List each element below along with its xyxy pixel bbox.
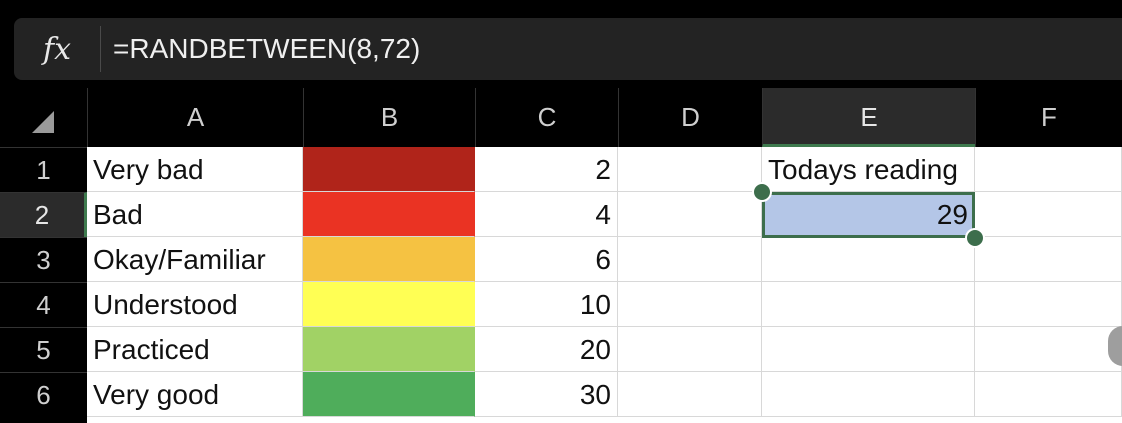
column-header-a[interactable]: A [87,88,303,147]
cell-e4[interactable] [762,282,975,327]
cell-d2[interactable] [618,192,762,237]
cell-d6[interactable] [618,372,762,417]
row-header-5[interactable]: 5 [0,327,87,372]
function-icon[interactable]: fx [14,18,100,80]
vertical-scrollbar-thumb[interactable] [1108,326,1122,366]
cell-a3[interactable]: Okay/Familiar [87,237,303,282]
cell-b3[interactable] [303,237,475,282]
cell-a6[interactable]: Very good [87,372,303,417]
cell-c5[interactable]: 20 [475,327,618,372]
cell-f2[interactable] [975,192,1122,237]
cell-d4[interactable] [618,282,762,327]
cell-e6[interactable] [762,372,975,417]
row-header-6[interactable]: 6 [0,372,87,417]
row-header-1[interactable]: 1 [0,147,87,192]
cell-c2[interactable]: 4 [475,192,618,237]
cell-area[interactable]: Very bad Bad Okay/Familiar Understood Practi… [87,147,1122,423]
cell-a5[interactable]: Practiced [87,327,303,372]
cell-d3[interactable] [618,237,762,282]
cell-e2[interactable]: 29 [762,192,975,237]
cell-f4[interactable] [975,282,1122,327]
cell-a1[interactable]: Very bad [87,147,303,192]
cell-c4[interactable]: 10 [475,282,618,327]
column-header-f[interactable]: F [975,88,1122,147]
cell-a2[interactable]: Bad [87,192,303,237]
selection-handle-bottom-right[interactable] [965,228,985,248]
cell-b1[interactable] [303,147,475,192]
cell-c3[interactable]: 6 [475,237,618,282]
cell-c1[interactable]: 2 [475,147,618,192]
formula-bar-divider [100,26,101,72]
column-header-e[interactable]: E [762,88,975,147]
cell-c6[interactable]: 30 [475,372,618,417]
cell-e1[interactable]: Todays reading [762,147,975,192]
column-header-b[interactable]: B [303,88,475,147]
formula-bar: fx =RANDBETWEEN(8,72) [14,18,1122,80]
row-header-3[interactable]: 3 [0,237,87,282]
cell-b4[interactable] [303,282,475,327]
cell-b5[interactable] [303,327,475,372]
column-header-d[interactable]: D [618,88,762,147]
row-header-2[interactable]: 2 [0,192,87,237]
formula-input[interactable]: =RANDBETWEEN(8,72) [113,33,421,64]
spreadsheet-grid: A B C D E F 1 2 3 4 5 6 Very bad Bad Okay/… [0,88,1122,423]
select-all-corner[interactable] [0,88,87,147]
cell-d1[interactable] [618,147,762,192]
cell-b6[interactable] [303,372,475,417]
cell-d5[interactable] [618,327,762,372]
row-header-4[interactable]: 4 [0,282,87,327]
column-header-c[interactable]: C [475,88,618,147]
selection-handle-top-left[interactable] [752,182,772,202]
cell-f3[interactable] [975,237,1122,282]
cell-a4[interactable]: Understood [87,282,303,327]
fx-label: fx [42,31,72,67]
cell-f5[interactable] [975,327,1122,372]
cell-e5[interactable] [762,327,975,372]
select-all-icon [32,111,54,133]
cell-f1[interactable] [975,147,1122,192]
cell-e3[interactable] [762,237,975,282]
cell-b2[interactable] [303,192,475,237]
cell-f6[interactable] [975,372,1122,417]
